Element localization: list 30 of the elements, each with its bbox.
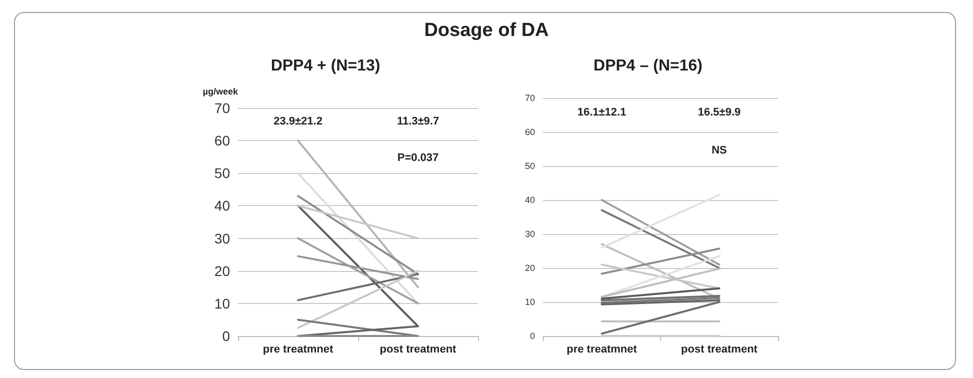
y-axis-title: µg/week xyxy=(202,86,239,96)
y-tick-label: 0 xyxy=(530,331,535,341)
chart-title: DPP4 – (N=16) xyxy=(594,58,702,74)
y-tick-label: 70 xyxy=(524,93,535,103)
x-tick-label: post treatment xyxy=(380,344,457,356)
chart-title: DPP4 + (N=13) xyxy=(270,58,380,74)
x-tick-label: post treatment xyxy=(681,344,758,356)
annotation: 23.9±21.2 xyxy=(274,116,322,128)
x-tick-label: pre treatmnet xyxy=(566,344,638,356)
annotation: P=0.037 xyxy=(397,152,439,164)
y-tick-label: 30 xyxy=(214,230,230,246)
y-tick-label: 10 xyxy=(214,295,230,312)
y-tick-label: 60 xyxy=(214,132,230,149)
y-tick-label: 50 xyxy=(524,161,535,171)
y-tick-label: 30 xyxy=(524,229,535,239)
annotation: 11.3±9.7 xyxy=(396,116,440,128)
annotation: 16.1±12.1 xyxy=(577,106,626,118)
text: Dosage of DA xyxy=(423,20,550,42)
y-tick-label: 40 xyxy=(524,195,535,205)
annotation: 16.5±9.9 xyxy=(698,106,741,118)
y-tick-label: 0 xyxy=(222,328,230,344)
y-tick-label: 70 xyxy=(214,100,230,116)
y-tick-label: 40 xyxy=(214,198,230,214)
y-tick-label: 10 xyxy=(524,297,535,307)
y-tick-label: 20 xyxy=(214,262,230,279)
y-tick-label: 20 xyxy=(524,263,535,273)
annotation: NS xyxy=(712,144,727,156)
y-tick-label: 60 xyxy=(524,127,535,137)
y-tick-label: 50 xyxy=(214,165,230,182)
x-tick-label: pre treatmnet xyxy=(262,344,334,356)
